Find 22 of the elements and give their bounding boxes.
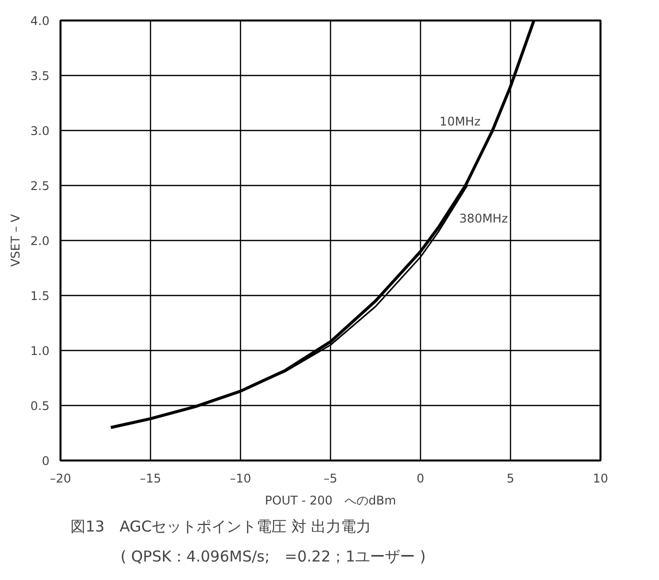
series-label: 380MHz — [459, 212, 508, 226]
y-axis-title: VSET – V — [8, 213, 22, 267]
x-tick-label: –5 — [324, 472, 338, 486]
y-tick-label: 3.5 — [30, 69, 50, 83]
x-tick-label: –20 — [50, 472, 72, 486]
x-tick-label: 10 — [592, 472, 608, 486]
y-tick-label: 2.0 — [30, 234, 50, 248]
y-tick-label: 0 — [42, 454, 50, 468]
x-tick-label: –15 — [140, 472, 162, 486]
x-tick-label: 0 — [416, 472, 424, 486]
series-label: 10MHz — [440, 114, 481, 128]
text: 図13 AGCセットポイント電圧 対 出力電力 — [70, 518, 372, 536]
x-axis-title: POUT - 200 へのdBm — [264, 494, 396, 508]
y-tick-label: 1.0 — [30, 344, 50, 358]
x-tick-label: –10 — [230, 472, 252, 486]
y-tick-label: 2.5 — [30, 179, 50, 193]
x-tick-label: 5 — [506, 472, 514, 486]
y-tick-label: 3.0 — [30, 124, 50, 138]
y-tick-label: 0.5 — [30, 399, 50, 413]
y-tick-label: 1.5 — [30, 289, 50, 303]
text: ( QPSK：4.096MS/s; =0.22；1ユーザー ) — [120, 548, 426, 566]
y-tick-label: 4.0 — [30, 14, 50, 28]
